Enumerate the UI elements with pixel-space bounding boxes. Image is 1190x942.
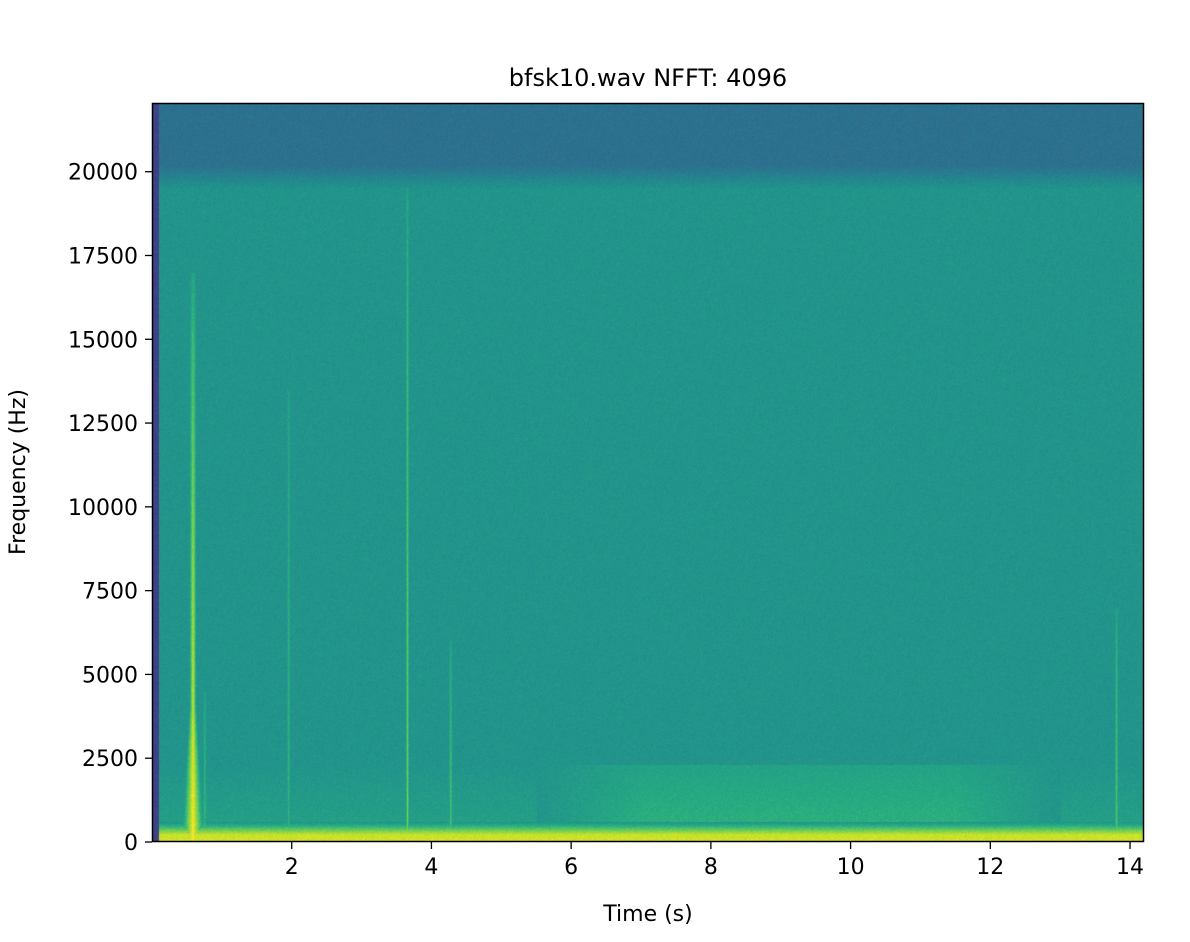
y-tick-label: 10000: [68, 496, 138, 521]
x-tick-label: 10: [837, 855, 865, 880]
chart-title: bfsk10.wav NFFT: 4096: [509, 64, 787, 92]
y-tick-label: 5000: [82, 663, 138, 688]
spectrogram-plot-area: [152, 103, 1144, 842]
x-tick-label: 8: [704, 855, 718, 880]
x-axis-ticks: 2 4 6 8 10 12 14: [285, 842, 1144, 880]
y-tick-label: 2500: [82, 747, 138, 772]
x-tick-label: 12: [976, 855, 1004, 880]
x-tick-label: 2: [285, 855, 299, 880]
y-tick-label: 20000: [68, 161, 138, 186]
y-axis-ticks: 0 2500 5000 7500 10000 12500 15000 17500 20000: [68, 161, 152, 856]
x-tick-label: 14: [1116, 855, 1144, 880]
spectrogram-heatmap: [152, 103, 1144, 842]
x-axis-label: Time (s): [602, 902, 692, 927]
y-tick-label: 0: [124, 831, 138, 856]
y-tick-label: 15000: [68, 328, 138, 353]
y-axis-label: Frequency (Hz): [6, 389, 31, 555]
plot-frame: [151, 102, 1145, 843]
y-tick-label: 17500: [68, 244, 138, 269]
y-tick-label: 7500: [82, 580, 138, 605]
y-tick-label: 12500: [68, 412, 138, 437]
x-tick-label: 4: [424, 855, 438, 880]
x-tick-label: 6: [564, 855, 578, 880]
